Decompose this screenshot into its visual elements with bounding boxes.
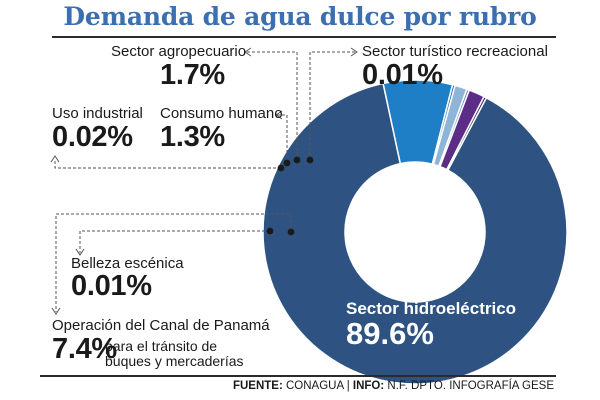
source-info-label: INFO: (352, 380, 385, 392)
label-turismo-pct: 0.01% (362, 59, 443, 91)
leader-lines (50, 47, 358, 315)
canal-desc-line-1: para el tránsito de (105, 338, 218, 354)
label-agro-pct: 1.7% (160, 59, 225, 91)
donut-slices (262, 79, 568, 385)
marker-dot-industrial (277, 164, 285, 172)
label-turismo-name: Sector turístico recreacional (362, 43, 548, 60)
bottom-divider (40, 375, 556, 377)
leader-line-agro (246, 51, 298, 160)
arrow-agro (244, 47, 252, 57)
top-divider (52, 36, 556, 38)
label-hydro-name: Sector hidroeléctrico (346, 299, 517, 318)
chart-title: Demanda de agua dulce por rubro (63, 2, 537, 31)
label-canal-pct: 7.4% (52, 333, 117, 365)
label-canal-description: para el tránsito de buques y mercaderías (105, 339, 244, 369)
label-industrial-pct: 0.02% (52, 121, 133, 153)
arrow-humano (275, 110, 283, 120)
canal-desc-line-2: buques y mercaderías (105, 353, 244, 369)
label-belleza-pct: 0.01% (71, 270, 152, 302)
source-fuente-value: CONAGUA (285, 380, 344, 392)
marker-dot-agro (293, 156, 301, 164)
source-line: FUENTE: CONAGUA | INFO: N.F. DPTO. INFOG… (233, 380, 554, 392)
arrow-belleza (75, 248, 85, 256)
donut-slice-6 (445, 95, 488, 172)
leader-line-industrial (54, 160, 281, 169)
label-belleza-name: Belleza escénica (71, 255, 184, 272)
label-agro-name: Sector agropecuario (111, 43, 247, 60)
label-industrial-name: Uso industrial (52, 105, 143, 122)
source-info-value: N.F. DPTO. INFOGRAFÍA GESE (387, 380, 554, 392)
label-canal-name: Operación del Canal de Panamá (52, 317, 270, 334)
label-humano-name: Consumo humano (160, 105, 283, 122)
arrow-canal (51, 307, 61, 315)
label-humano-pct: 1.3% (160, 121, 225, 153)
marker-dot-turismo (306, 156, 314, 164)
source-fuente-label: FUENTE: (232, 380, 283, 392)
label-hydro-pct: 89.6% (346, 316, 434, 351)
leader-line-humano (277, 114, 288, 163)
arrow-industrial (50, 155, 60, 163)
source-separator: | (346, 380, 350, 392)
marker-dot-canal (287, 228, 295, 236)
arrow-turismo (350, 47, 358, 57)
leader-line-belleza (79, 230, 270, 253)
marker-dot-humano (283, 159, 291, 167)
leader-line-canal (55, 213, 292, 312)
leader-line-turismo (309, 51, 356, 160)
marker-dot-belleza (266, 227, 274, 235)
donut-slice-0 (262, 82, 568, 385)
